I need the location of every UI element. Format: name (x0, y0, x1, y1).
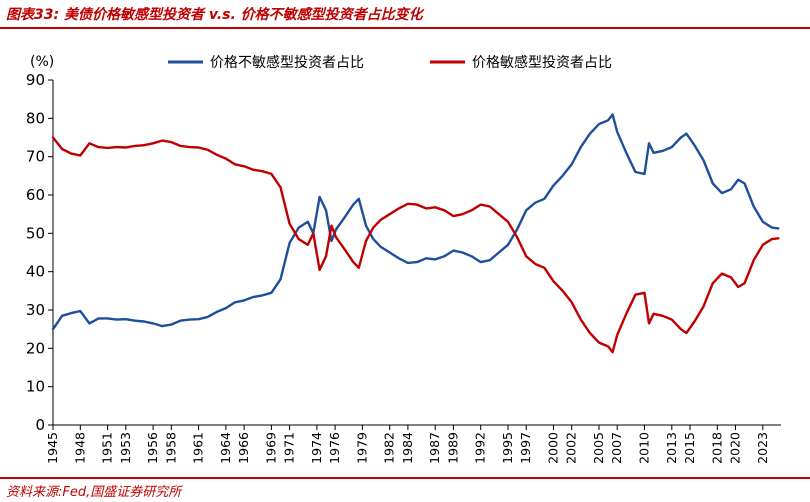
y-tick-label: 10 (26, 378, 45, 396)
x-tick-label: 1997 (518, 432, 533, 464)
x-tick-label: 1961 (191, 432, 206, 464)
x-tick-label: 1948 (72, 432, 87, 464)
x-tick-label: 1974 (309, 432, 324, 464)
x-tick-label: 1992 (473, 432, 488, 464)
x-tick-label: 2018 (709, 432, 724, 464)
y-tick-label: 30 (26, 301, 45, 319)
figure-title: 图表33: 美债价格敏感型投资者 v.s. 价格不敏感型投资者占比变化 (6, 7, 423, 23)
series-line-1 (51, 136, 780, 354)
x-tick-label: 2010 (637, 432, 652, 464)
y-tick-label: 20 (26, 339, 45, 357)
y-tick-label: 50 (26, 224, 45, 242)
x-tick-label: 1979 (354, 432, 369, 464)
legend-label-1: 价格敏感型投资者占比 (472, 54, 612, 71)
x-tick-label: 1976 (327, 432, 342, 464)
y-unit-label: (%) (30, 54, 54, 70)
x-tick-label: 1971 (282, 432, 297, 464)
x-tick-label: 2023 (755, 432, 770, 464)
x-tick-label: 2000 (546, 432, 561, 464)
source-note: 资料来源:Fed,国盛证券研究所 (6, 485, 182, 500)
x-tick-label: 1945 (45, 432, 60, 464)
x-tick-label: 1964 (218, 432, 233, 464)
x-tick-label: 1984 (400, 432, 415, 464)
x-tick-label: 2007 (609, 432, 624, 464)
x-tick-label: 2020 (728, 432, 743, 464)
y-tick-label: 40 (26, 263, 45, 281)
legend-label-0: 价格不敏感型投资者占比 (210, 54, 364, 71)
y-tick-label: 90 (26, 71, 45, 89)
x-tick-label: 1969 (263, 432, 278, 464)
source-rule (0, 477, 810, 479)
x-tick-label: 1989 (445, 432, 460, 464)
x-tick-label: 1982 (382, 432, 397, 464)
x-tick-label: 2002 (564, 432, 579, 464)
y-tick-label: 80 (26, 109, 45, 127)
x-tick-label: 1951 (100, 432, 115, 464)
title-rule (0, 27, 810, 29)
y-tick-label: 70 (26, 148, 45, 166)
x-tick-label: 1987 (427, 432, 442, 464)
legend: 价格不敏感型投资者占比 价格敏感型投资者占比 (168, 54, 612, 71)
series-lines (51, 113, 780, 354)
x-tick-label: 1953 (118, 432, 133, 464)
x-tick-label: 1966 (236, 432, 251, 464)
x-tick-label: 2015 (682, 432, 697, 464)
x-tick-label: 1958 (163, 432, 178, 464)
x-tick-label: 2005 (591, 432, 606, 464)
x-tick-label: 1995 (500, 432, 515, 464)
axes: 0 10 20 30 40 50 60 70 80 90(%) 1945 1948 1951 1953 19… (26, 54, 781, 464)
y-tick-label: 60 (26, 186, 45, 204)
series-line-0 (51, 113, 780, 331)
x-tick-label: 2013 (664, 432, 679, 464)
x-tick-label: 1956 (145, 432, 160, 464)
y-tick-label: 0 (35, 416, 45, 434)
